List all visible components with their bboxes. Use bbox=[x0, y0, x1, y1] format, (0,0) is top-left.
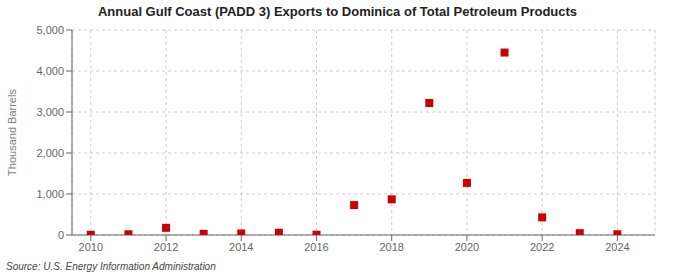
svg-text:2022: 2022 bbox=[530, 241, 554, 253]
svg-text:2012: 2012 bbox=[154, 241, 178, 253]
svg-text:4,000: 4,000 bbox=[36, 65, 64, 77]
svg-text:0: 0 bbox=[58, 229, 64, 241]
svg-text:Thousand Barrels: Thousand Barrels bbox=[8, 89, 18, 176]
svg-text:5,000: 5,000 bbox=[36, 24, 64, 36]
svg-text:1,000: 1,000 bbox=[36, 188, 64, 200]
svg-text:2020: 2020 bbox=[455, 241, 479, 253]
html-text:Source: U.S. Energy Informatio: Source: U.S. Energy Information Administ… bbox=[6, 261, 216, 272]
svg-text:2,000: 2,000 bbox=[36, 147, 64, 159]
svg-text:2018: 2018 bbox=[379, 241, 403, 253]
svg-text:2024: 2024 bbox=[605, 241, 629, 253]
svg-text:2014: 2014 bbox=[229, 241, 253, 253]
svg-text:3,000: 3,000 bbox=[36, 106, 64, 118]
html-text:Annual Gulf Coast (PADD 3) Exp: Annual Gulf Coast (PADD 3) Exports to Do… bbox=[97, 4, 577, 19]
svg-text:2010: 2010 bbox=[79, 241, 103, 253]
svg-text:2016: 2016 bbox=[304, 241, 328, 253]
